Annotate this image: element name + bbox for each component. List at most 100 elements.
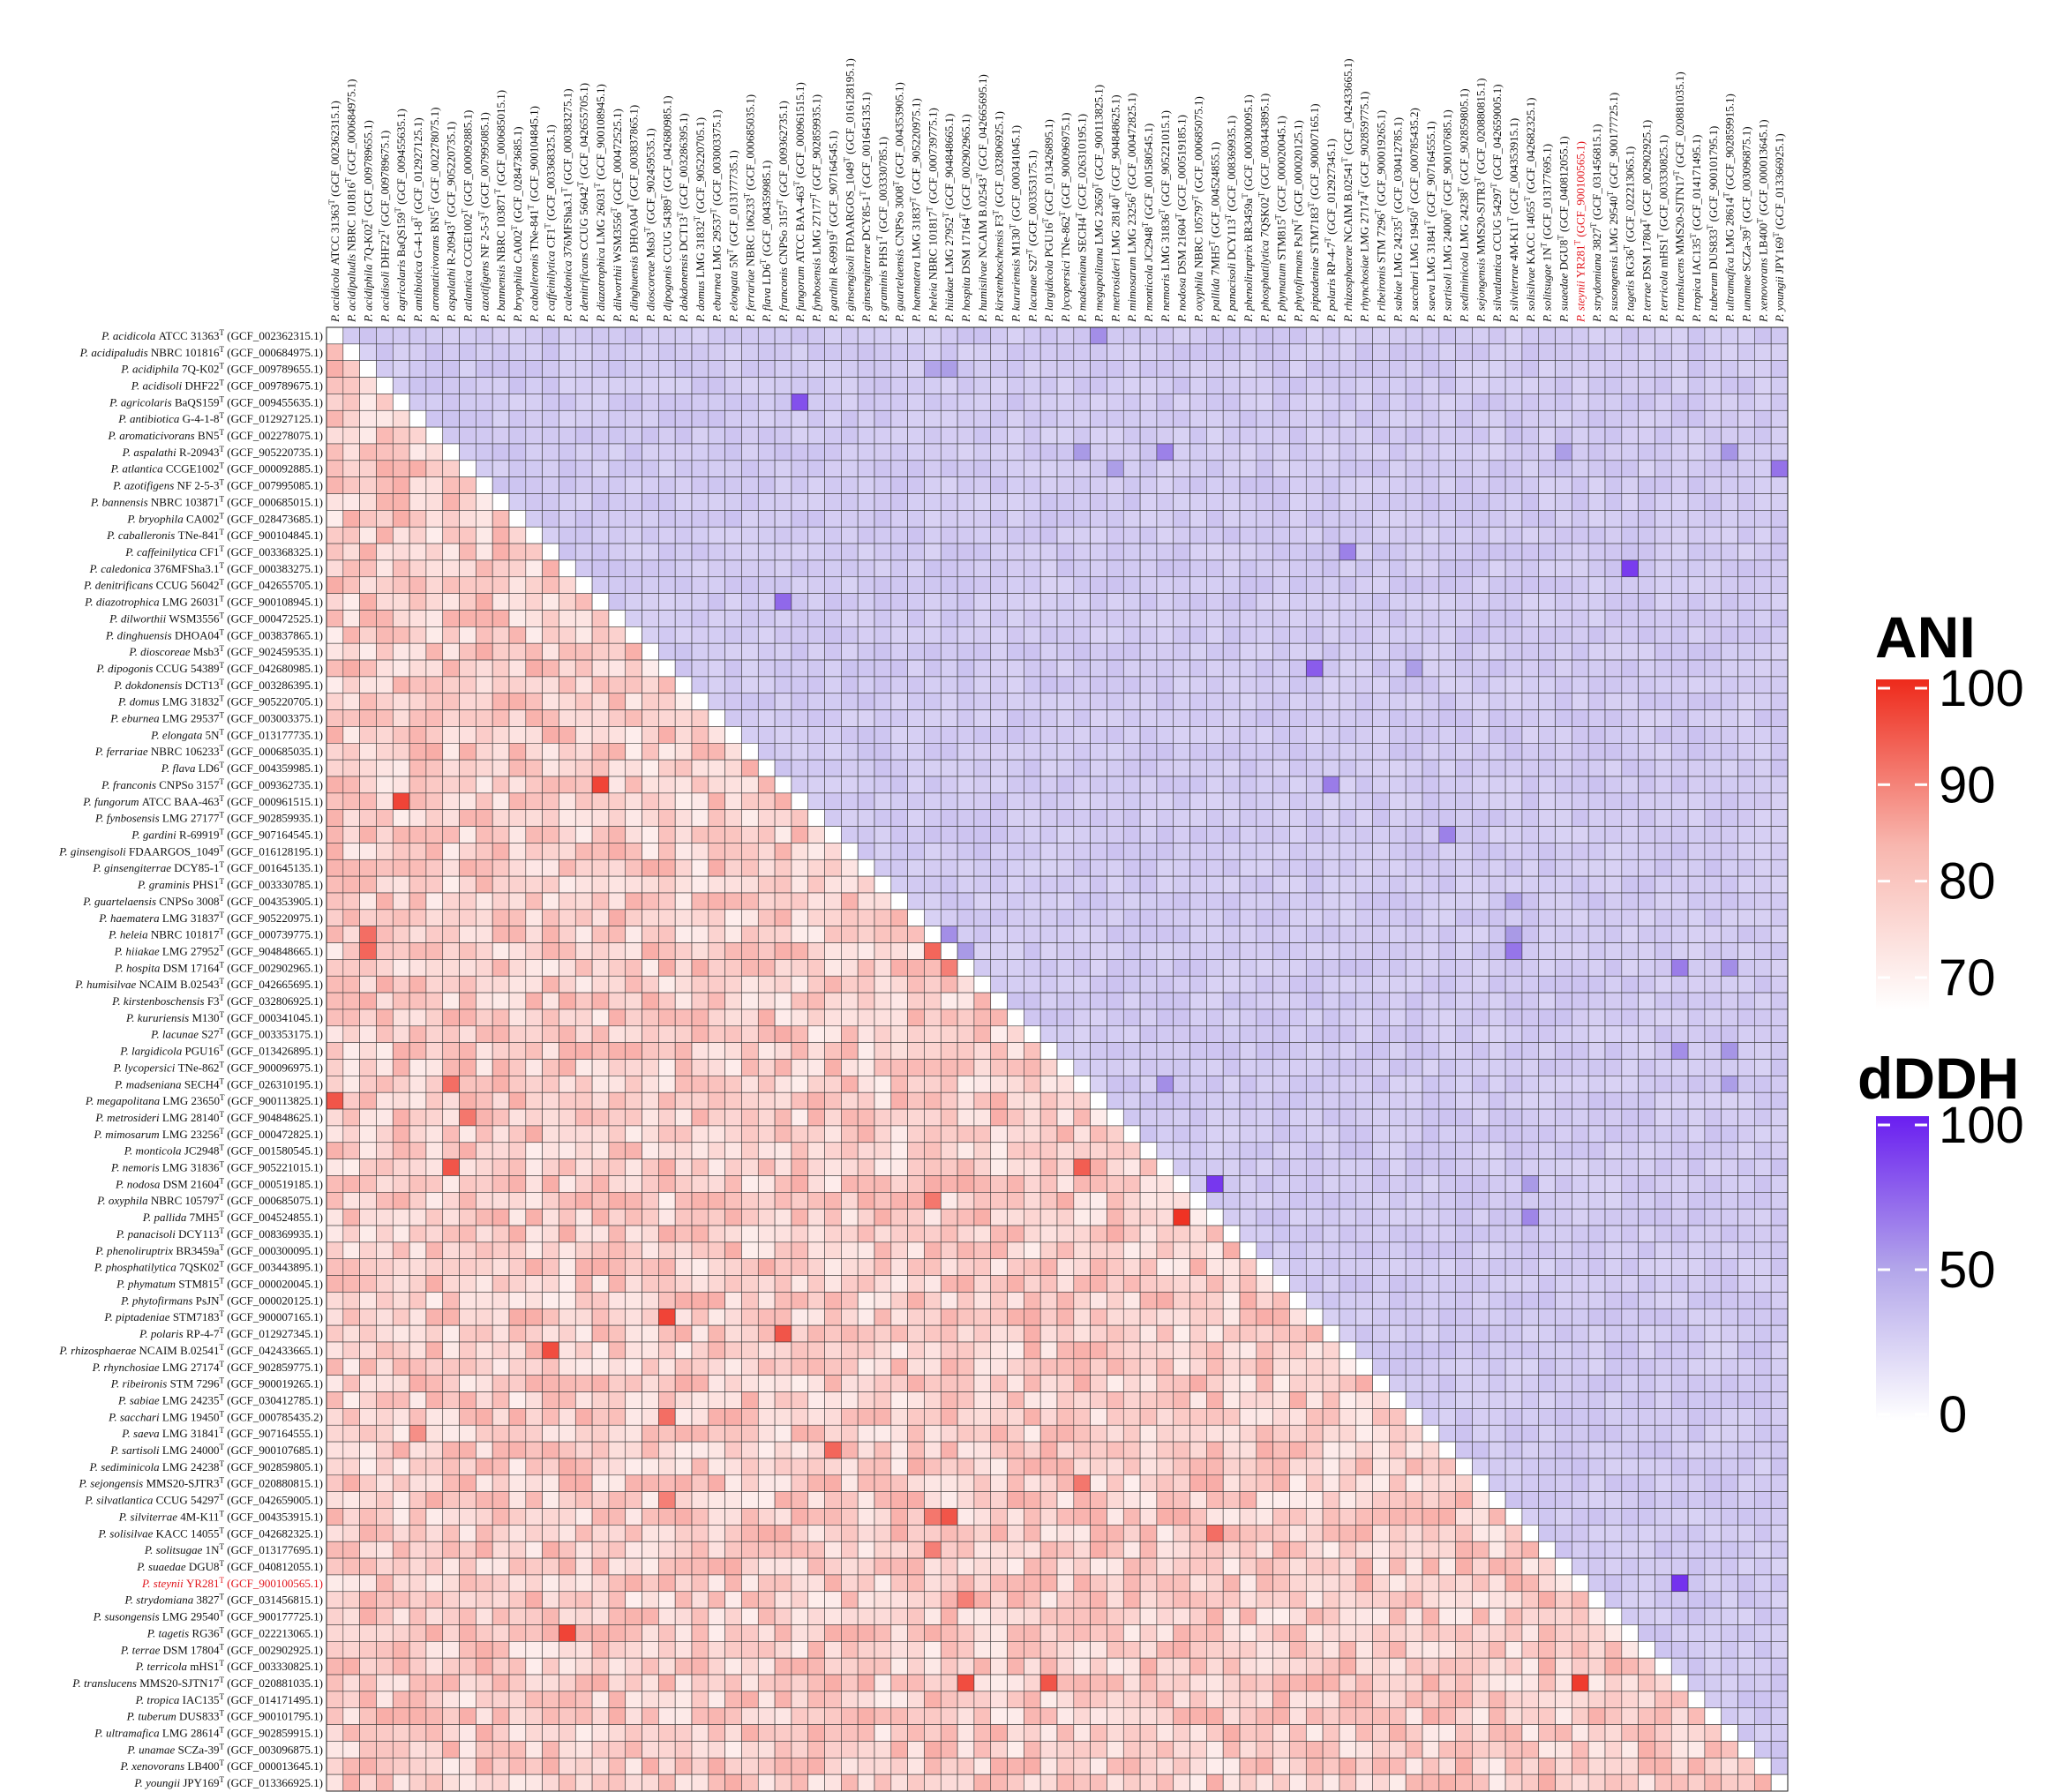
heatmap-cell-diagonal [957,959,975,977]
heatmap-cell-dddh [924,659,942,678]
heatmap-cell-dddh [1355,610,1373,627]
heatmap-cell-dddh [774,626,792,644]
heatmap-cell-ani [973,1091,992,1110]
heatmap-cell-dddh [1422,593,1440,611]
heatmap-cell-dddh [741,642,759,661]
heatmap-cell-dddh [1422,875,1440,894]
heatmap-cell-ani [774,1008,792,1027]
column-label: P. acidisoli DHF22T (GCF_009789675.1) [377,131,391,323]
heatmap-cell-dddh [1455,360,1473,378]
heatmap-cell-dddh [591,377,610,394]
heatmap-cell-dddh [940,526,958,544]
heatmap-cell-ani [642,1125,659,1143]
heatmap-cell-dddh [1422,1125,1440,1143]
heatmap-cell-ani [491,559,510,578]
heatmap-cell-dddh [1770,676,1789,694]
heatmap-cell-dddh [1422,909,1440,926]
row-label: P. ginsengiterrae DCY85-1T (GCF_00164513… [92,860,323,874]
heatmap-cell-dddh [724,377,742,394]
heatmap-cell-dddh [1322,1059,1340,1076]
heatmap-cell-ani [459,942,476,960]
heatmap-cell-ani [1073,1208,1091,1226]
heatmap-cell-dddh [1139,460,1158,477]
heatmap-cell-dddh [1189,526,1207,544]
heatmap-cell-ani [508,1108,527,1127]
heatmap-cell-dddh [741,343,759,362]
heatmap-cell-dddh [1239,443,1257,461]
heatmap-cell-dddh [1670,959,1689,977]
column-label: P. acidipaludis NBRC 101816T (GCF_000684… [344,79,358,323]
heatmap-cell-ani [1007,1175,1024,1193]
heatmap-cell-dddh [1770,377,1789,394]
heatmap-cell-dddh [1107,394,1124,411]
heatmap-cell-dddh [1604,1091,1623,1110]
heatmap-cell-dddh [1604,394,1623,411]
heatmap-cell-ani [757,992,776,1010]
heatmap-cell-dddh [1024,826,1041,844]
heatmap-cell-dddh [1173,326,1190,345]
heatmap-cell-ani [824,1175,842,1193]
heatmap-cell-dddh [1289,726,1307,744]
heatmap-cell-ani [708,1142,725,1159]
heatmap-cell-dddh [691,626,709,644]
heatmap-cell-dddh [1670,626,1689,644]
heatmap-cell-ani [491,659,510,678]
heatmap-cell-dddh [708,543,725,561]
heatmap-cell-dddh [1272,409,1290,428]
heatmap-cell-ani [508,892,527,911]
heatmap-cell-dddh [1687,892,1706,911]
heatmap-cell-dddh [1521,493,1540,511]
heatmap-cell-dddh [1024,493,1041,511]
heatmap-cell-diagonal [1073,1076,1091,1093]
heatmap-cell-dddh [1638,610,1655,627]
heatmap-cell-ani [491,926,510,943]
heatmap-cell-dddh [1438,343,1456,362]
heatmap-cell-dddh [1173,493,1190,511]
heatmap-cell-dddh [1422,926,1440,943]
heatmap-cell-dddh [924,909,942,926]
heatmap-cell-dddh [874,776,892,794]
heatmap-cell-ani [459,693,476,710]
heatmap-cell-dddh [1604,1108,1623,1127]
heatmap-cell-ani [392,493,410,511]
heatmap-cell-dddh [1687,476,1706,494]
heatmap-cell-dddh [890,693,908,710]
heatmap-cell-dddh [1289,926,1307,943]
heatmap-cell-dddh [708,443,725,461]
heatmap-cell-dddh [774,443,792,461]
heatmap-cell-dddh [940,809,958,827]
heatmap-cell-ani [376,476,394,494]
heatmap-cell-dddh [1572,1142,1589,1159]
heatmap-cell-dddh [1189,875,1207,894]
heatmap-cell-ani [674,792,693,811]
heatmap-cell-dddh [1056,959,1075,977]
heatmap-cell-ani [542,926,559,943]
row-label: P. sediminicola LMG 24238T (GCF_90285980… [88,1459,323,1473]
heatmap-cell-dddh [1604,659,1623,678]
heatmap-cell-dddh [625,343,642,362]
heatmap-cell-dddh [1405,1091,1423,1110]
heatmap-cell-ani [658,1025,676,1043]
heatmap-cell-dddh [841,626,859,644]
heatmap-cell-ani [508,992,527,1010]
heatmap-cell-dddh [1538,510,1556,528]
heatmap-cell-dddh [1604,1125,1623,1143]
heatmap-cell-ani [757,859,776,877]
column-label: P. guartelaensis CNPSo 3008T (GCF_004353… [892,82,906,323]
heatmap-cell-ani [591,959,610,977]
heatmap-cell-ani [542,610,559,627]
heatmap-cell-dddh [1305,426,1324,445]
heatmap-cell-dddh [1122,909,1141,926]
heatmap-cell-diagonal [1056,1059,1075,1076]
heatmap-cell-dddh [508,426,527,445]
heatmap-cell-ani [574,926,593,943]
heatmap-cell-dddh [1555,992,1572,1010]
heatmap-cell-diagonal [409,409,427,428]
heatmap-cell-dddh [1206,809,1224,827]
heatmap-cell-ani [425,926,444,943]
heatmap-cell-ani [890,1158,908,1176]
heatmap-cell-dddh [1670,826,1689,844]
heatmap-cell-ani [691,726,709,744]
heatmap-cell-ani [1024,1142,1041,1159]
heatmap-cell-dddh [1355,510,1373,528]
